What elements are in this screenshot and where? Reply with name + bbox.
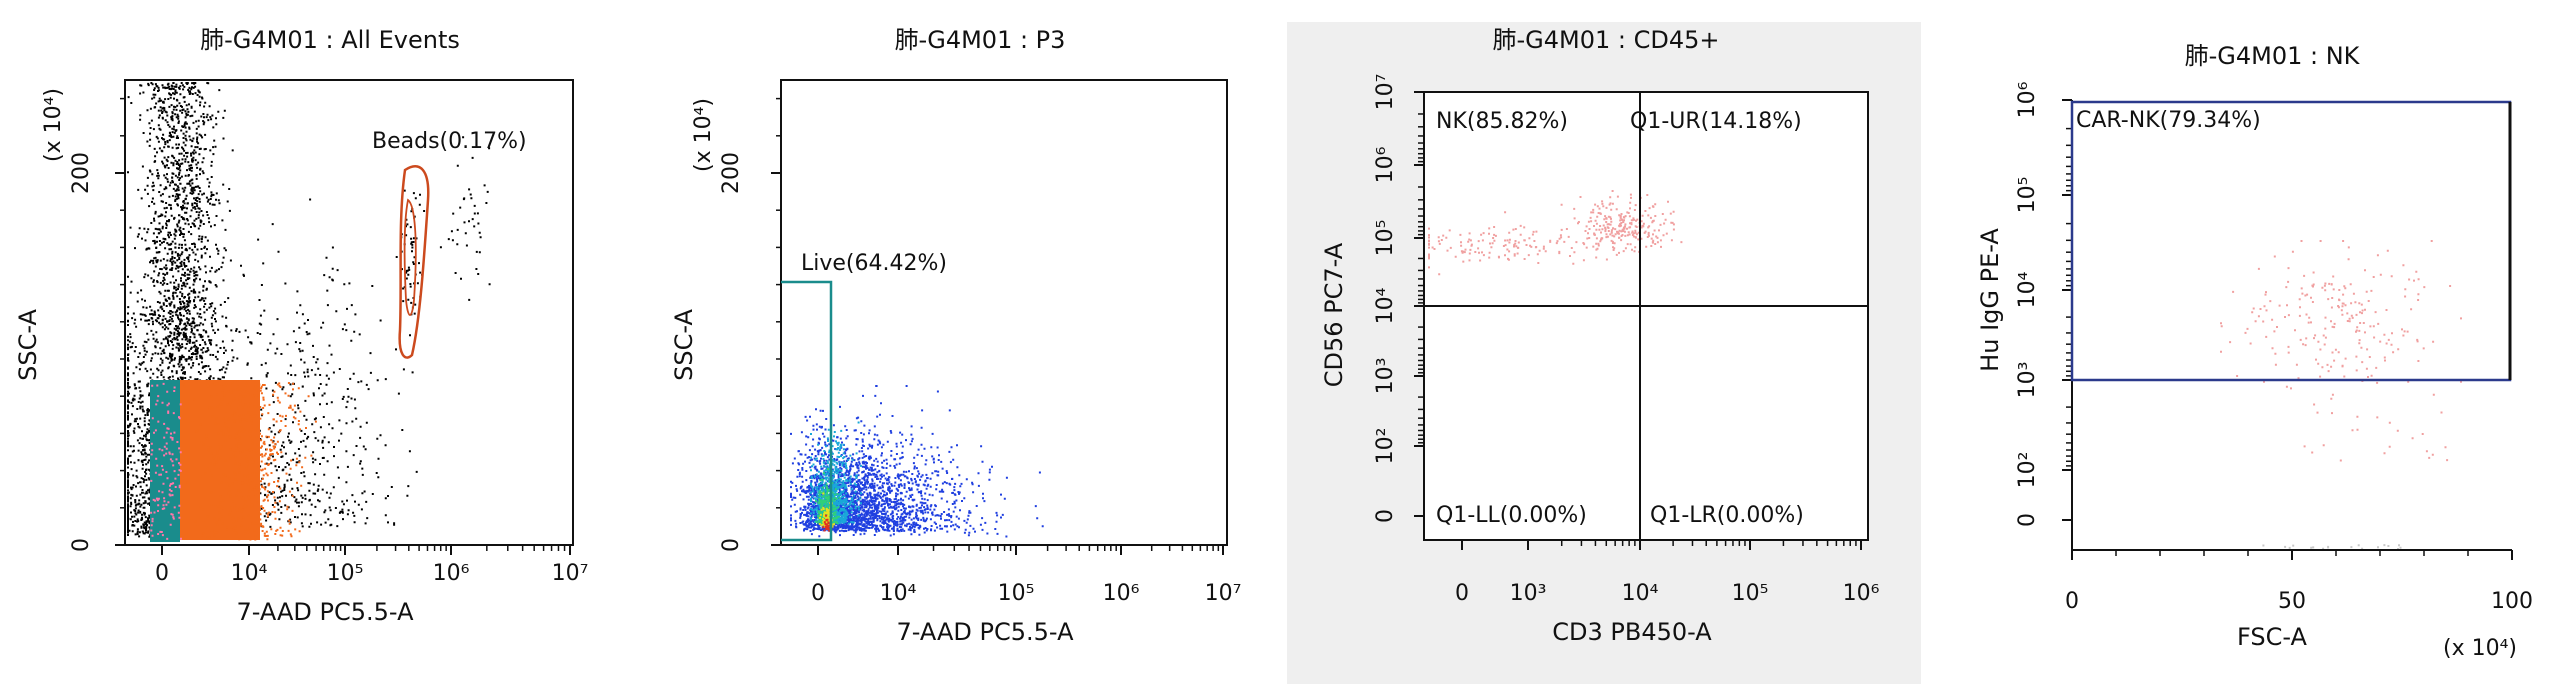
panel2-live-gate — [781, 280, 833, 542]
frame-layer — [115, 79, 2513, 560]
panel3-y-tick-label: 10³ — [1373, 358, 1398, 395]
panel1-x-tick-label: 10⁶ — [433, 561, 470, 586]
panel3-y-tick-label: 10⁴ — [1373, 287, 1398, 324]
panel1-bead-events — [395, 189, 426, 337]
panel1-x-axis-label: 7-AAD PC5.5-A — [237, 598, 415, 626]
panel3-q1-ur-label: Q1-UR(14.18%) — [1630, 109, 1802, 134]
panel1-y-axis-label: SSC-A — [14, 309, 42, 381]
gate-layer — [398, 92, 2512, 542]
panel3-title: 肺-G4M01 : CD45+ — [1492, 26, 1719, 54]
panel3-q1-ll-label: Q1-LL(0.00%) — [1436, 503, 1587, 528]
panel3-y-tick-label: 0 — [1373, 509, 1398, 523]
panel2-x-tick-label: 10⁶ — [1103, 581, 1140, 606]
panel3-x-tick-label: 0 — [1455, 581, 1469, 606]
panel2-x-tick-label: 10⁵ — [998, 581, 1035, 606]
panel3-x-tick-label: 10³ — [1510, 581, 1547, 606]
panel3-y-tick-label: 10⁷ — [1373, 74, 1398, 111]
panel4-y-tick-label: 10⁴ — [2015, 271, 2040, 308]
panel2-x-axis-label: 7-AAD PC5.5-A — [897, 618, 1075, 646]
panel2-title: 肺-G4M01 : P3 — [895, 26, 1066, 54]
panel1-y-multiplier: (x 10⁴) — [41, 88, 66, 162]
panel1-x-tick-label: 0 — [155, 561, 169, 586]
panel2-x-tick-label: 10⁴ — [880, 581, 917, 606]
panel3-y-tick-label: 10² — [1373, 428, 1398, 465]
text-layer: Beads(0.17%) 肺-G4M01 : All Events 7-AAD PC… — [14, 26, 2533, 661]
panel2-mid-density-events — [810, 421, 862, 525]
panel2-x-tick-label: 10⁷ — [1205, 581, 1242, 606]
panel1-beads-label: Beads(0.17%) — [372, 129, 527, 154]
panel4-x-multiplier: (x 10⁴) — [2443, 636, 2517, 661]
panel2-y-tick-label: 200 — [719, 152, 744, 194]
panel1-beads-gate — [398, 165, 430, 359]
panel2-sparse-events — [790, 385, 1044, 538]
panel2-max-density-events — [822, 514, 833, 532]
panel1-teal-block — [150, 380, 180, 542]
panel1-bead-scatter — [439, 136, 491, 301]
panel3-x-tick-label: 10⁵ — [1732, 581, 1769, 606]
panel4-car-nk-gate — [2070, 100, 2512, 382]
panel3-plot-frame — [1423, 91, 1869, 541]
panel4-y-tick-label: 0 — [2015, 513, 2040, 527]
panel1-x-tick-label: 10⁷ — [552, 561, 589, 586]
panel1-beads-gate-inner — [403, 198, 417, 316]
panel3-q1-lr-label: Q1-LR(0.00%) — [1650, 503, 1804, 528]
panel4-car-nk-events — [2220, 240, 2462, 418]
panel3-nk-label: NK(85.82%) — [1436, 109, 1568, 134]
panel4-x-tick-label: 50 — [2278, 589, 2306, 614]
panel4-x-axis-label: FSC-A — [2237, 623, 2308, 651]
panel4-y-tick-label: 10⁶ — [2015, 81, 2040, 118]
panel4-axis-events — [2262, 544, 2402, 550]
panel3-y-tick-label: 10⁵ — [1373, 220, 1398, 257]
panel4-x-tick-label: 100 — [2491, 589, 2533, 614]
panel1-x-tick-label: 10⁴ — [231, 561, 268, 586]
panel4-x-tick-label: 0 — [2065, 589, 2079, 614]
panel4-y-tick-label: 10⁵ — [2015, 177, 2040, 214]
panel1-y-tick-label: 200 — [69, 152, 94, 194]
panel2-live-label: Live(64.42%) — [801, 251, 947, 276]
panel1-y-tick-label: 0 — [69, 538, 94, 552]
panel3-x-tick-label: 10⁶ — [1843, 581, 1880, 606]
panel2-x-tick-label: 0 — [811, 581, 825, 606]
panel3-plot-area — [1424, 92, 1868, 540]
panel2-y-axis-label: SSC-A — [670, 309, 698, 381]
panel4-low-events — [2303, 411, 2449, 462]
panel3-cd56-events — [1559, 190, 1683, 262]
panel1-orange-events — [180, 380, 317, 541]
panel1-pink-events — [150, 382, 182, 540]
panel2-low-density-events — [790, 385, 1002, 533]
panel4-title: 肺-G4M01 : NK — [2185, 42, 2361, 70]
panel1-x-tick-label: 10⁵ — [327, 561, 364, 586]
panel3-x-axis-label: CD3 PB450-A — [1552, 618, 1712, 646]
panel4-y-tick-label: 10³ — [2015, 362, 2040, 399]
panel2-y-multiplier: (x 10⁴) — [691, 98, 716, 172]
panel1-black-events-upper — [127, 82, 260, 361]
panel3-y-axis-label: CD56 PC7-A — [1320, 242, 1348, 387]
dot-layer — [127, 82, 2462, 550]
panel4-y-axis-label: Hu IgG PE-A — [1976, 228, 2004, 372]
panel3-x-tick-label: 10⁴ — [1622, 581, 1659, 606]
panel1-title: 肺-G4M01 : All Events — [200, 26, 460, 54]
panel4-car-nk-label: CAR-NK(79.34%) — [2076, 108, 2261, 133]
panel2-y-tick-label: 0 — [719, 538, 744, 552]
panel1-plot-frame — [124, 79, 574, 546]
panel3-y-tick-label: 10⁶ — [1373, 146, 1398, 183]
panel4-y-tick-label: 10² — [2015, 452, 2040, 489]
